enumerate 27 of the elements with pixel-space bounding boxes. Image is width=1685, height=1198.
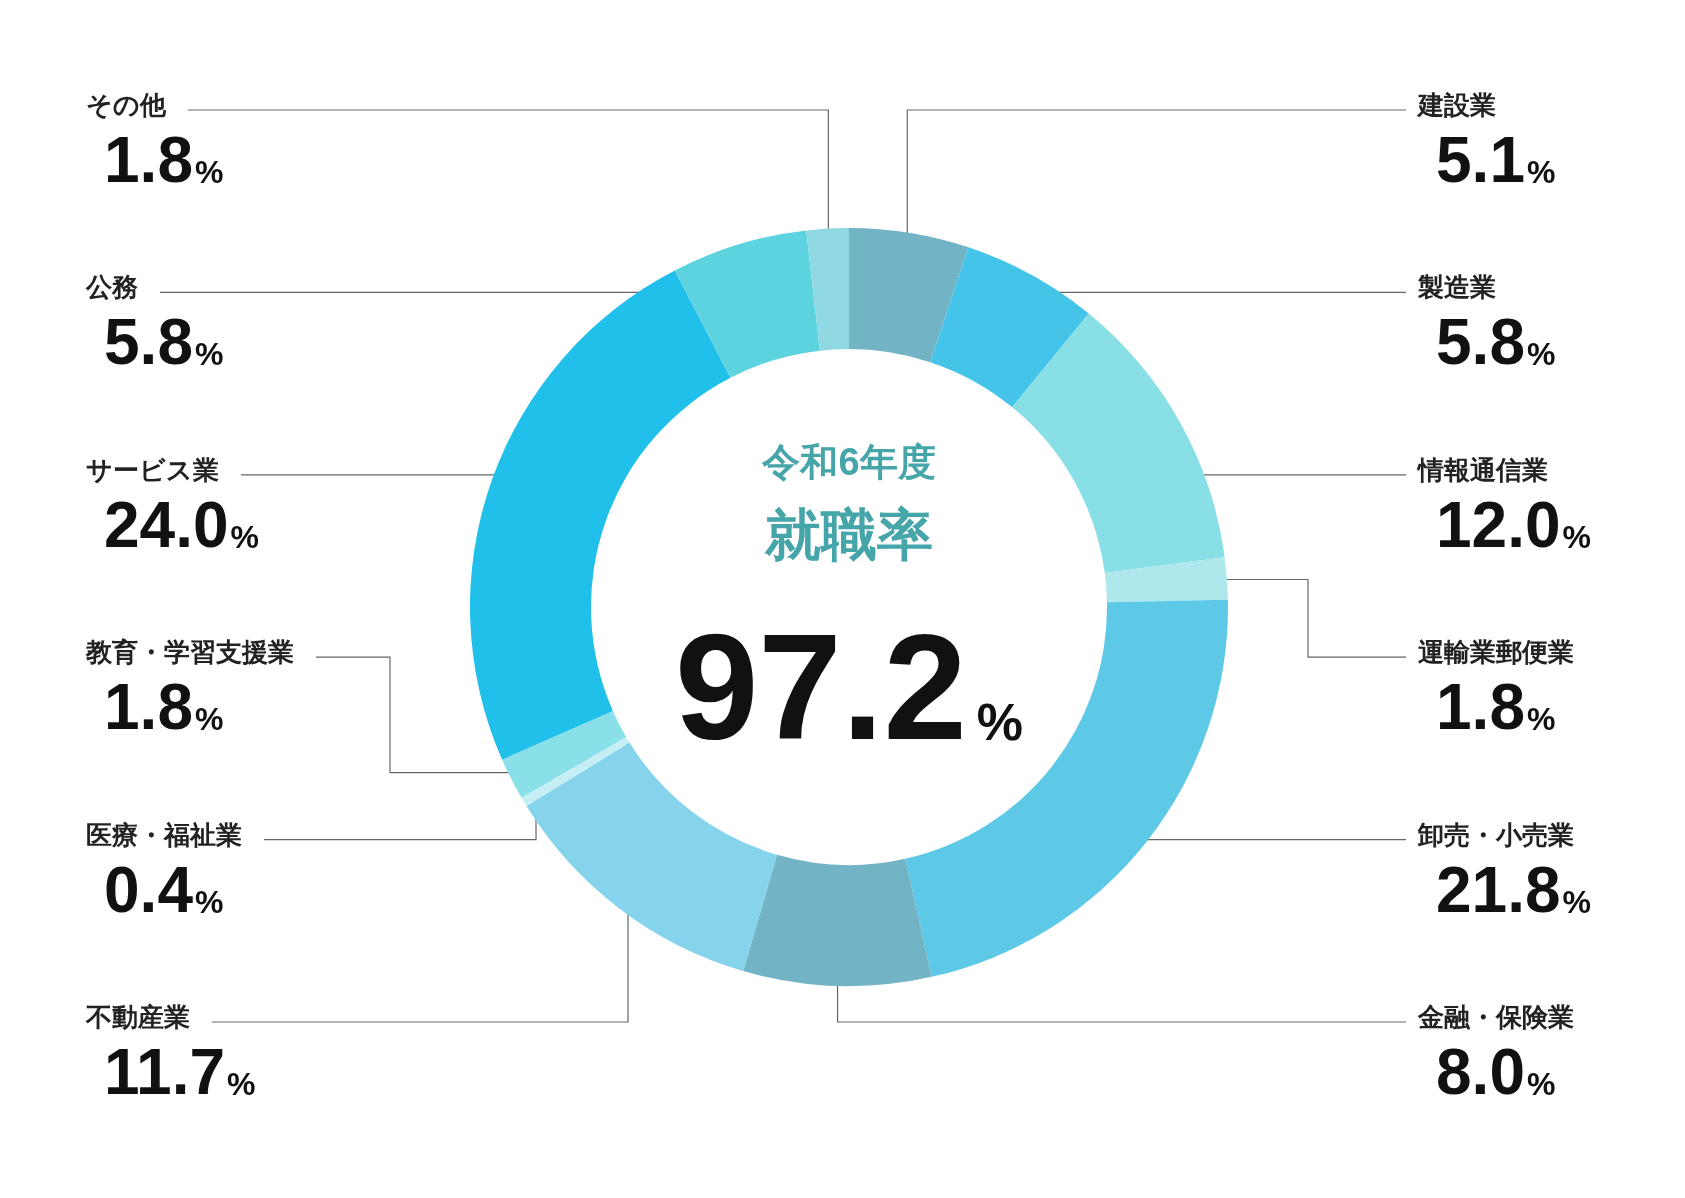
data-label: 1.8% [104, 671, 224, 744]
slice-label: その他 [86, 90, 167, 120]
data-label: 1.8% [1436, 671, 1556, 744]
slice-label: 医療・福祉業 [86, 819, 242, 850]
data-label: 12.0% [1436, 488, 1592, 561]
data-label: 21.8% [1436, 853, 1592, 926]
slice-label: 教育・学習支援業 [85, 637, 294, 668]
data-label: 24.0% [104, 488, 260, 561]
slice-label: 卸売・小売業 [1417, 819, 1574, 850]
slice-label: 情報通信業 [1416, 454, 1548, 485]
text: 就職率 [764, 502, 933, 566]
data-label: 5.8% [104, 306, 224, 379]
text: 97.2% [674, 603, 1024, 771]
data-label: 0.4% [104, 853, 224, 926]
slice-label: 不動産業 [85, 1002, 190, 1032]
slice-label: 金融・保険業 [1417, 1002, 1574, 1032]
slice-label: 製造業 [1417, 272, 1496, 303]
data-label: 5.1% [1436, 124, 1556, 196]
slice-label: 公務 [85, 272, 138, 303]
slice-label: 運輸業郵便業 [1418, 637, 1574, 668]
slice-label: サービス業 [86, 454, 219, 485]
data-label: 1.8% [104, 124, 224, 196]
text: 令和6年度 [761, 441, 936, 483]
data-label: 5.8% [1436, 306, 1556, 379]
data-label: 8.0% [1436, 1036, 1556, 1108]
data-label: 11.7% [104, 1036, 256, 1108]
slice-label: 建設業 [1416, 90, 1496, 120]
